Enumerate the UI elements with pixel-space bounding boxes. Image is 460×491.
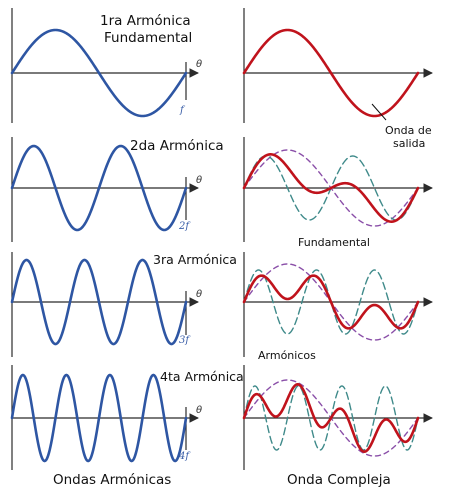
theta-left-1: θ: [196, 59, 202, 70]
output-label-line1: Onda de: [385, 124, 432, 137]
footer: Ondas Armónicas Onda Compleja: [53, 472, 391, 488]
harmonic-wave-3: [10, 258, 188, 346]
freq-label-3: 3f: [179, 335, 191, 346]
annotations: Onda de salida Fundamental Armónicos: [258, 103, 432, 362]
harmonic-wave-2: [10, 144, 188, 232]
footer-left-caption: Ondas Armónicas: [53, 472, 171, 488]
row-2-title: 2da Armónica: [130, 138, 224, 154]
row-3-title: 3ra Armónica: [153, 252, 237, 267]
row-1-subtitle: Fundamental: [104, 30, 192, 46]
harmonics-label: Armónicos: [258, 349, 316, 362]
harmonic-dashed-3: [243, 269, 419, 335]
output-label-line2: salida: [393, 137, 425, 150]
theta-left-3: θ: [196, 289, 202, 300]
complex-wave-3: [242, 274, 420, 330]
row-4-title: 4ta Armónica: [160, 369, 244, 384]
right-axes: [243, 8, 433, 470]
complex-wave-4: [242, 383, 420, 453]
theta-left-2: θ: [196, 175, 202, 186]
row-titles: 1ra Armónica Fundamental 2da Armónica 3r…: [100, 13, 244, 384]
complex-wave-1: [242, 28, 420, 118]
row-1-title: 1ra Armónica: [100, 13, 191, 29]
left-axes: [11, 8, 199, 470]
footer-right-caption: Onda Compleja: [287, 472, 391, 488]
harmonic-wave-4: [10, 373, 188, 463]
freq-label-1: f: [179, 105, 186, 116]
fundamental-label: Fundamental: [298, 236, 370, 249]
waves: [10, 28, 420, 463]
output-pointer: [371, 103, 387, 121]
theta-labels: θ θ θ θ: [196, 59, 202, 416]
freq-label-2: 2f: [178, 221, 191, 232]
frequency-labels: f 2f 3f 4f: [178, 105, 191, 462]
harmonic-wave-1: [10, 28, 188, 118]
theta-left-4: θ: [196, 405, 202, 416]
freq-label-4: 4f: [178, 451, 191, 462]
complex-wave-2: [242, 153, 420, 223]
